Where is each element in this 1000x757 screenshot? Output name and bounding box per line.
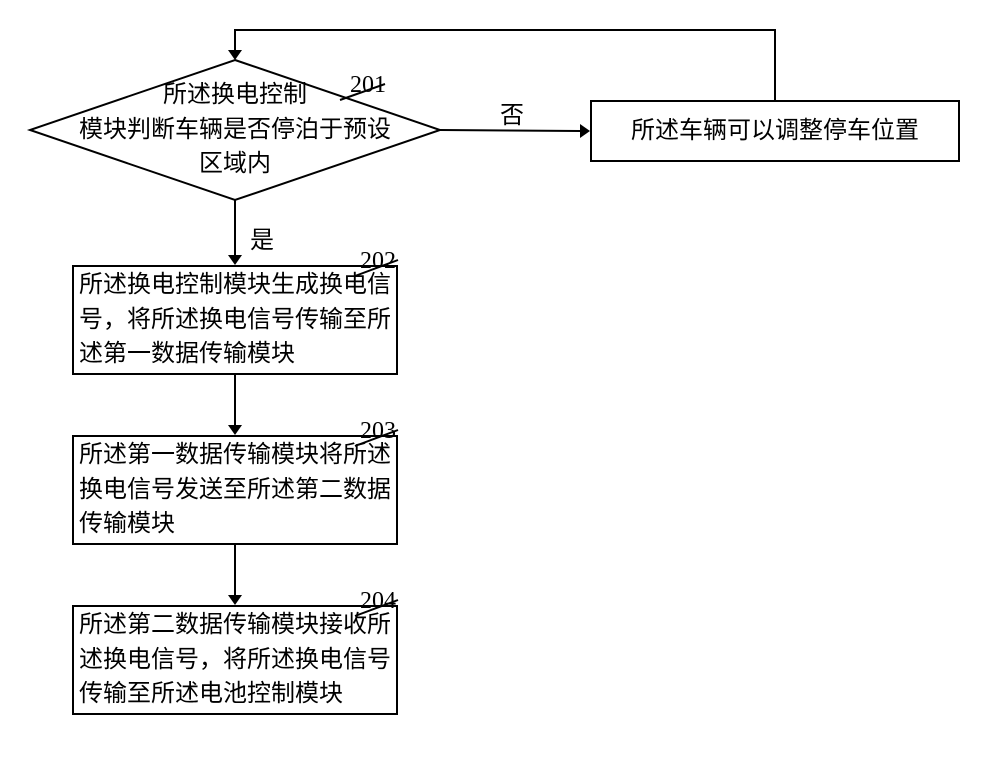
- node-step203-text: 所述第一数据传输模块将所述 换电信号发送至所述第二数据 传输模块: [75, 438, 395, 542]
- node-decision-text: 所述换电控制 模块判断车辆是否停泊于预设 区域内: [75, 78, 395, 182]
- node-step203: 所述第一数据传输模块将所述 换电信号发送至所述第二数据 传输模块: [72, 435, 398, 545]
- node-step204: 所述第二数据传输模块接收所 述换电信号，将所述换电信号 传输至所述电池控制模块: [72, 605, 398, 715]
- node-step202: 所述换电控制模块生成换电信 号，将所述换电信号传输至所 述第一数据传输模块: [72, 265, 398, 375]
- edge-label: 否: [500, 95, 524, 130]
- num-label-203: 203: [360, 418, 396, 445]
- node-step204-text: 所述第二数据传输模块接收所 述换电信号，将所述换电信号 传输至所述电池控制模块: [75, 608, 395, 712]
- node-adjust: 所述车辆可以调整停车位置: [590, 100, 960, 162]
- num-label-201: 201: [350, 72, 386, 99]
- node-step202-text: 所述换电控制模块生成换电信 号，将所述换电信号传输至所 述第一数据传输模块: [75, 268, 395, 372]
- num-label-204: 204: [360, 588, 396, 615]
- edge-label: 是: [250, 220, 274, 255]
- num-label-202: 202: [360, 248, 396, 275]
- node-adjust-text: 所述车辆可以调整停车位置: [627, 114, 923, 149]
